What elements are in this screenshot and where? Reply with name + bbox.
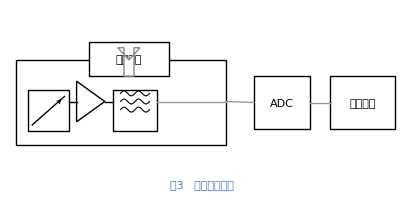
Polygon shape xyxy=(118,48,140,77)
Bar xyxy=(16,61,226,145)
Bar xyxy=(254,77,310,129)
Text: 图3   调整增益框图: 图3 调整增益框图 xyxy=(170,179,233,189)
Bar xyxy=(89,42,169,77)
Bar xyxy=(330,77,395,129)
Text: ADC: ADC xyxy=(270,98,294,108)
Text: 控制信号: 控制信号 xyxy=(349,98,376,108)
Text: 增益调整: 增益调整 xyxy=(116,55,142,65)
Bar xyxy=(113,91,157,131)
Bar xyxy=(28,91,69,131)
